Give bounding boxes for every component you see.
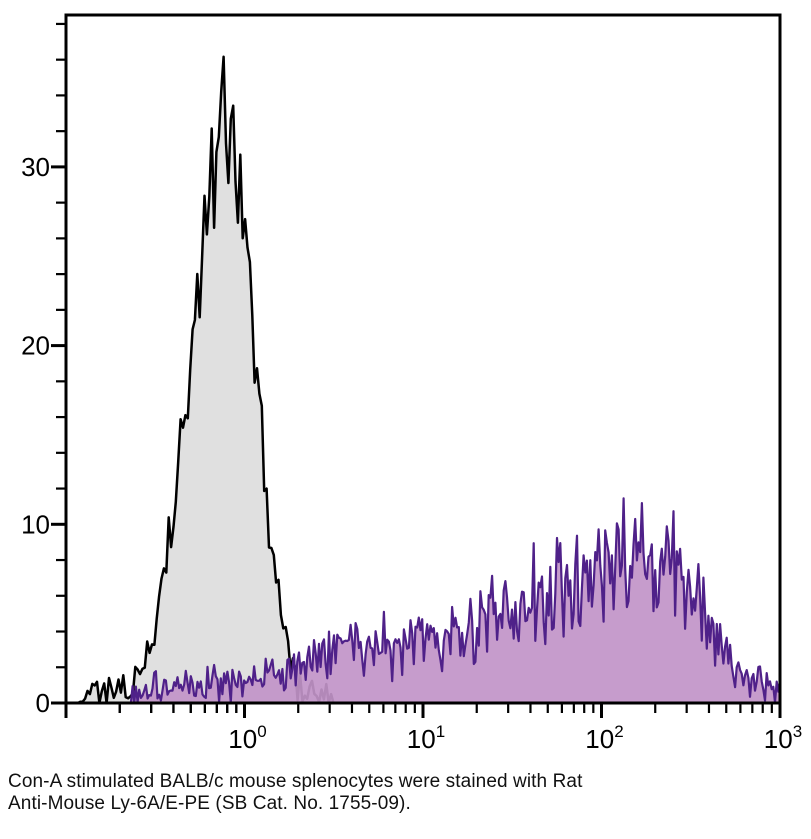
x-tick-label: 101 — [407, 722, 445, 754]
y-tick-label: 20 — [21, 331, 50, 361]
x-tick-label: 100 — [228, 722, 266, 754]
x-tick-label: 102 — [585, 722, 623, 754]
caption-line-2: Anti-Mouse Ly-6A/E-PE (SB Cat. No. 1755-… — [8, 793, 411, 814]
plot-frame — [64, 13, 782, 705]
flow-histogram-chart: 100 101 102 103 0 10 20 30 — [21, 13, 802, 754]
y-tick-label: 10 — [21, 509, 50, 539]
y-axis-ticks — [51, 22, 65, 705]
x-tick-label: 103 — [764, 722, 802, 754]
y-axis-tick-labels: 0 10 20 30 — [21, 152, 50, 718]
y-tick-label: 0 — [36, 688, 50, 718]
x-axis-tick-labels: 100 101 102 103 — [228, 722, 802, 754]
series-path-Ly-6A/E-PE-stained — [64, 497, 782, 705]
x-axis-ticks — [64, 704, 782, 718]
flow-histogram-figure: 100 101 102 103 0 10 20 30 — [21, 13, 802, 754]
figure-caption: Con-A stimulated BALB/c mouse splenocyte… — [8, 771, 798, 815]
series-layer — [64, 55, 782, 705]
y-tick-label: 30 — [21, 152, 50, 182]
caption-line-1: Con-A stimulated BALB/c mouse splenocyte… — [8, 771, 583, 792]
